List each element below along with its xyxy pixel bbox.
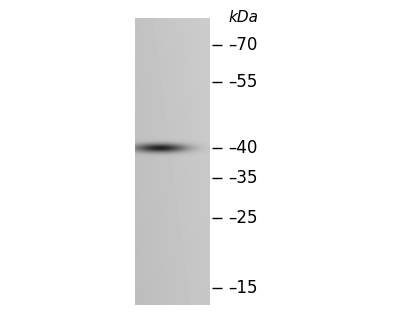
Text: –40: –40 [228, 139, 257, 157]
Text: –15: –15 [228, 279, 258, 297]
Text: –35: –35 [228, 169, 258, 187]
Text: kDa: kDa [228, 10, 258, 25]
Text: –55: –55 [228, 73, 257, 91]
Text: –25: –25 [228, 209, 258, 227]
Text: –70: –70 [228, 36, 257, 54]
